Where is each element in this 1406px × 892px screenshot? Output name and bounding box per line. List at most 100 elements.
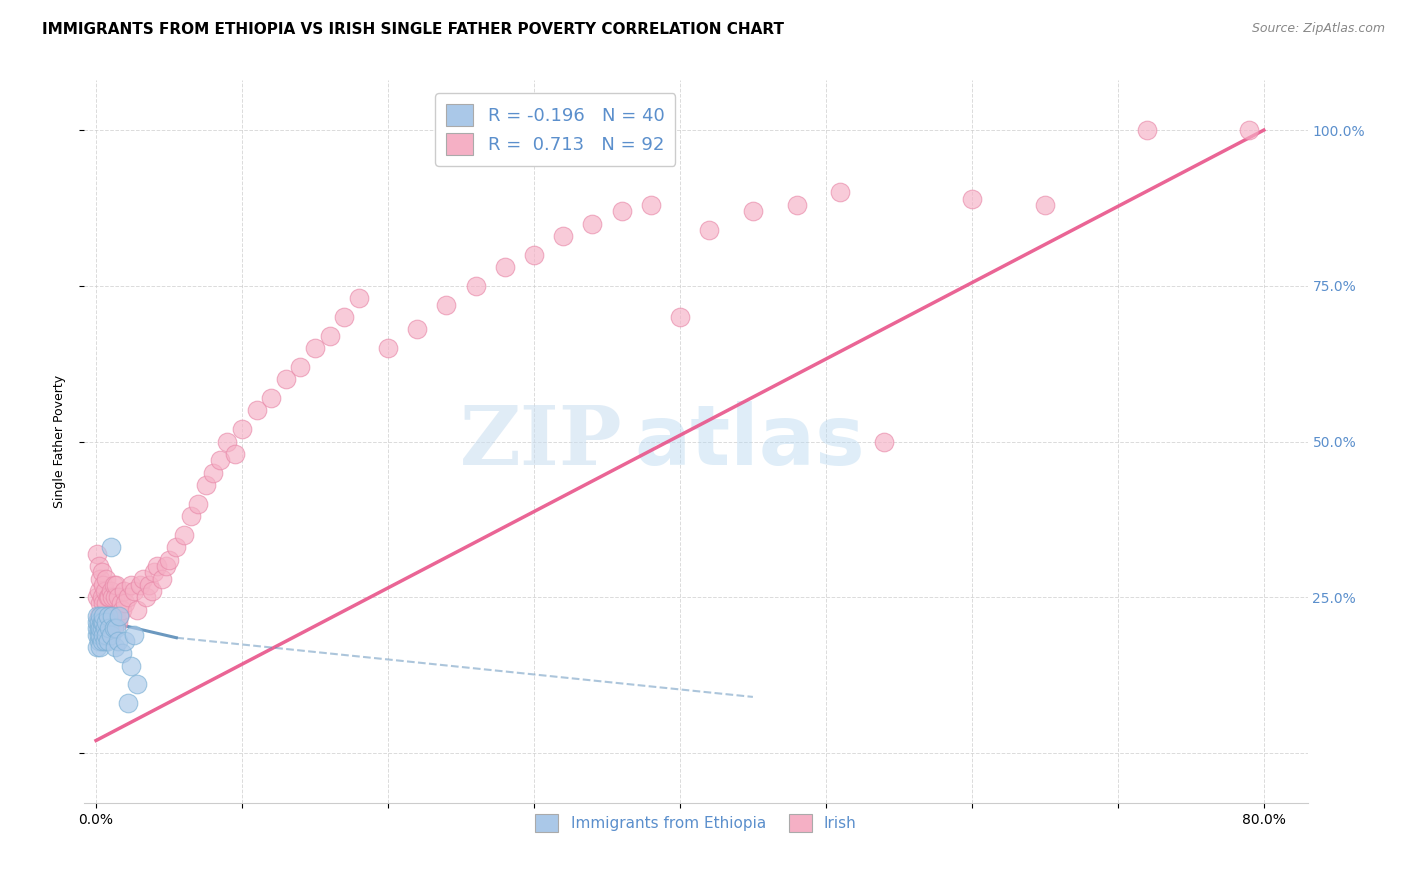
Point [101, 609, 124, 624]
Point [217, 434, 239, 449]
Point [96, 597, 118, 611]
Point [103, 621, 125, 635]
Point [105, 578, 128, 592]
Point [97, 633, 120, 648]
Point [125, 677, 148, 691]
Point [103, 578, 125, 592]
Point [86, 609, 108, 624]
Point [523, 248, 546, 262]
Point [132, 572, 155, 586]
Point [107, 615, 129, 630]
Point [120, 578, 142, 592]
Point [117, 591, 139, 605]
Point [87, 615, 110, 630]
Point [873, 434, 896, 449]
Point [89, 597, 111, 611]
Point [91, 578, 114, 592]
Point [105, 609, 128, 624]
Point [86, 627, 108, 641]
Point [90, 621, 112, 635]
Point [91, 609, 114, 624]
Point [87, 633, 110, 648]
Y-axis label: Single Father Poverty: Single Father Poverty [53, 375, 66, 508]
Point [112, 584, 135, 599]
Point [86, 640, 108, 654]
Point [98, 591, 121, 605]
Point [94, 584, 117, 599]
Point [1033, 198, 1056, 212]
Point [90, 609, 112, 624]
Point [104, 640, 127, 654]
Point [231, 422, 253, 436]
Point [89, 609, 111, 624]
Point [86, 591, 108, 605]
Text: IMMIGRANTS FROM ETHIOPIA VS IRISH SINGLE FATHER POVERTY CORRELATION CHART: IMMIGRANTS FROM ETHIOPIA VS IRISH SINGLE… [42, 22, 785, 37]
Point [581, 217, 603, 231]
Point [108, 609, 131, 624]
Point [89, 572, 111, 586]
Point [86, 547, 108, 561]
Point [830, 186, 852, 200]
Point [697, 223, 720, 237]
Point [669, 310, 692, 324]
Point [96, 572, 118, 586]
Point [150, 572, 173, 586]
Point [146, 559, 169, 574]
Point [91, 597, 114, 611]
Point [201, 466, 224, 480]
Point [122, 627, 145, 641]
Point [89, 640, 111, 654]
Point [97, 591, 120, 605]
Point [157, 553, 180, 567]
Point [786, 198, 808, 212]
Text: ZIP: ZIP [460, 401, 623, 482]
Point [104, 591, 127, 605]
Point [100, 584, 122, 599]
Point [333, 310, 356, 324]
Point [194, 478, 217, 492]
Point [97, 609, 120, 624]
Text: Source: ZipAtlas.com: Source: ZipAtlas.com [1251, 22, 1385, 36]
Point [87, 559, 110, 574]
Point [98, 621, 121, 635]
Point [377, 341, 399, 355]
Point [318, 328, 340, 343]
Point [347, 291, 370, 305]
Point [110, 597, 132, 611]
Point [180, 509, 202, 524]
Point [91, 615, 114, 630]
Point [290, 359, 312, 374]
Point [741, 204, 763, 219]
Point [96, 615, 118, 630]
Point [90, 591, 112, 605]
Point [107, 633, 129, 648]
Point [107, 591, 129, 605]
Point [125, 603, 148, 617]
Point [1237, 123, 1260, 137]
Point [108, 609, 131, 624]
Point [246, 403, 269, 417]
Point [128, 578, 150, 592]
Point [90, 633, 112, 648]
Point [640, 198, 662, 212]
Point [143, 566, 166, 580]
Point [91, 615, 114, 630]
Point [105, 621, 128, 635]
Point [101, 615, 124, 630]
Point [94, 621, 117, 635]
Point [260, 391, 283, 405]
Point [138, 578, 160, 592]
Point [97, 609, 120, 624]
Point [135, 591, 157, 605]
Point [117, 696, 139, 710]
Point [224, 447, 246, 461]
Point [89, 621, 111, 635]
Point [553, 229, 575, 244]
Point [87, 621, 110, 635]
Point [464, 278, 486, 293]
Point [274, 372, 297, 386]
Point [434, 297, 457, 311]
Point [165, 541, 187, 555]
Point [304, 341, 326, 355]
Legend: Immigrants from Ethiopia, Irish: Immigrants from Ethiopia, Irish [529, 807, 863, 838]
